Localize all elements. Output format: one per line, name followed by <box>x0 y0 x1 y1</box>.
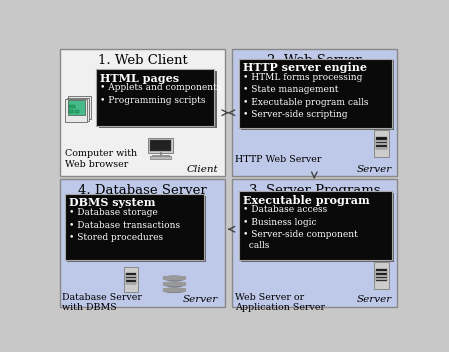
Bar <box>375 137 387 149</box>
Bar <box>241 193 394 262</box>
Bar <box>126 273 136 284</box>
Bar <box>376 278 387 280</box>
Text: Database Server
with DBMS: Database Server with DBMS <box>62 293 142 312</box>
Bar <box>376 139 387 142</box>
Text: • Stored procedures: • Stored procedures <box>69 233 163 242</box>
Text: • Programming scripts: • Programming scripts <box>100 96 206 105</box>
Bar <box>75 110 79 113</box>
Text: 1. Web Client: 1. Web Client <box>97 54 187 67</box>
Bar <box>150 156 171 158</box>
Bar <box>148 138 173 153</box>
Bar <box>99 71 217 128</box>
Bar <box>69 110 73 113</box>
Text: DBMS system: DBMS system <box>69 197 155 208</box>
Bar <box>126 282 136 284</box>
Bar <box>376 271 387 273</box>
Text: Server: Server <box>357 295 392 304</box>
Ellipse shape <box>163 276 186 281</box>
Bar <box>374 262 389 289</box>
Text: HTML pages: HTML pages <box>100 73 180 83</box>
Bar <box>152 155 169 157</box>
Text: HTTP Web Server: HTTP Web Server <box>235 155 321 164</box>
Text: • Server-side scripting: • Server-side scripting <box>243 110 348 119</box>
Text: • Database transactions: • Database transactions <box>69 221 180 230</box>
Bar <box>68 96 91 119</box>
Text: Server: Server <box>357 165 392 174</box>
Bar <box>376 143 387 145</box>
Bar <box>232 49 397 176</box>
Bar <box>60 179 225 307</box>
Bar <box>67 196 207 262</box>
Bar <box>60 49 225 176</box>
Bar <box>163 276 186 281</box>
Bar <box>163 288 186 293</box>
Bar <box>126 278 136 281</box>
Text: Computer with
Web browser: Computer with Web browser <box>65 149 137 169</box>
Bar <box>376 146 387 149</box>
Bar <box>96 69 215 126</box>
Bar <box>65 99 88 122</box>
Text: Server: Server <box>183 295 218 304</box>
Text: Executable program: Executable program <box>243 195 370 206</box>
Bar <box>69 105 75 108</box>
Text: • Database storage: • Database storage <box>69 208 158 217</box>
Bar <box>239 58 392 128</box>
Bar <box>150 140 171 151</box>
Bar <box>374 130 389 157</box>
Bar <box>232 179 397 307</box>
Bar <box>376 275 387 277</box>
Text: • HTML forms processing: • HTML forms processing <box>243 73 362 82</box>
Ellipse shape <box>163 282 186 287</box>
Bar <box>163 282 186 287</box>
Text: Client: Client <box>186 165 218 174</box>
Ellipse shape <box>163 288 186 293</box>
Bar <box>239 191 392 260</box>
Bar <box>375 269 387 281</box>
Bar <box>126 275 136 277</box>
Text: • Business logic: • Business logic <box>243 218 317 227</box>
Text: Web Server or
Application Server: Web Server or Application Server <box>235 293 326 312</box>
Text: • State management: • State management <box>243 85 339 94</box>
Text: • Database access: • Database access <box>243 206 327 214</box>
Text: 2. Web Server: 2. Web Server <box>267 54 361 67</box>
Text: HTTP server engine: HTTP server engine <box>243 62 367 73</box>
Text: 4. Database Server: 4. Database Server <box>78 184 207 197</box>
Bar <box>66 98 89 121</box>
Bar <box>65 194 204 260</box>
Text: • Applets and components: • Applets and components <box>100 83 222 93</box>
Text: • Server-side component
  calls: • Server-side component calls <box>243 230 358 250</box>
Text: • Executable program calls: • Executable program calls <box>243 98 369 107</box>
Bar <box>68 100 84 115</box>
Bar <box>124 267 137 291</box>
Bar <box>241 61 394 130</box>
Text: 3. Server Programs: 3. Server Programs <box>249 184 380 197</box>
